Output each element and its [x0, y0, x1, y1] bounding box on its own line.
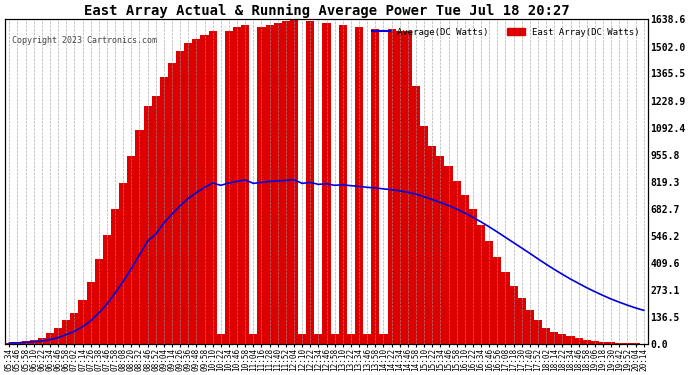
Bar [184, 43, 193, 344]
Bar [46, 333, 54, 344]
Bar [526, 310, 534, 344]
Bar [599, 342, 607, 344]
Bar [233, 27, 241, 344]
Bar [103, 235, 111, 344]
Bar [461, 195, 469, 344]
Legend: Average(DC Watts), East Array(DC Watts): Average(DC Watts), East Array(DC Watts) [368, 24, 643, 40]
Bar [322, 23, 331, 344]
Bar [583, 340, 591, 344]
Bar [363, 334, 371, 344]
Bar [485, 241, 493, 344]
Bar [306, 21, 315, 344]
Bar [87, 282, 95, 344]
Bar [502, 272, 509, 344]
Bar [615, 342, 623, 344]
Bar [38, 338, 46, 344]
Bar [217, 334, 225, 344]
Bar [469, 209, 477, 344]
Bar [395, 31, 404, 344]
Bar [631, 343, 640, 344]
Bar [453, 182, 461, 344]
Bar [331, 334, 339, 344]
Bar [54, 328, 62, 344]
Bar [95, 258, 103, 344]
Bar [144, 106, 152, 344]
Bar [428, 146, 436, 344]
Bar [176, 51, 184, 344]
Bar [550, 332, 558, 344]
Bar [493, 256, 502, 344]
Bar [534, 320, 542, 344]
Bar [21, 341, 30, 344]
Bar [290, 20, 298, 344]
Bar [127, 156, 135, 344]
Bar [420, 126, 428, 344]
Bar [518, 298, 526, 344]
Bar [282, 21, 290, 344]
Bar [79, 300, 87, 344]
Bar [315, 334, 322, 344]
Bar [274, 23, 282, 344]
Bar [355, 27, 363, 344]
Bar [111, 209, 119, 344]
Bar [30, 340, 38, 344]
Bar [542, 328, 550, 344]
Bar [135, 130, 144, 344]
Bar [208, 31, 217, 344]
Bar [62, 320, 70, 344]
Bar [152, 96, 160, 344]
Bar [371, 29, 380, 344]
Bar [257, 27, 266, 344]
Bar [591, 340, 599, 344]
Bar [193, 39, 201, 344]
Bar [241, 25, 249, 344]
Bar [168, 63, 176, 344]
Bar [412, 87, 420, 344]
Bar [436, 156, 444, 344]
Bar [339, 25, 347, 344]
Bar [444, 165, 453, 344]
Bar [119, 183, 127, 344]
Bar [575, 338, 583, 344]
Bar [623, 343, 631, 344]
Bar [266, 25, 274, 344]
Bar [201, 35, 208, 344]
Bar [6, 342, 13, 344]
Bar [558, 334, 566, 344]
Bar [298, 334, 306, 344]
Bar [477, 225, 485, 344]
Title: East Array Actual & Running Average Power Tue Jul 18 20:27: East Array Actual & Running Average Powe… [83, 4, 569, 18]
Bar [225, 31, 233, 344]
Bar [509, 286, 518, 344]
Bar [70, 313, 79, 344]
Bar [607, 342, 615, 344]
Bar [404, 31, 412, 344]
Bar [380, 334, 388, 344]
Bar [347, 334, 355, 344]
Bar [160, 76, 168, 344]
Bar [249, 334, 257, 344]
Bar [13, 342, 21, 344]
Bar [388, 29, 395, 344]
Bar [566, 336, 575, 344]
Text: Copyright 2023 Cartronics.com: Copyright 2023 Cartronics.com [12, 36, 157, 45]
